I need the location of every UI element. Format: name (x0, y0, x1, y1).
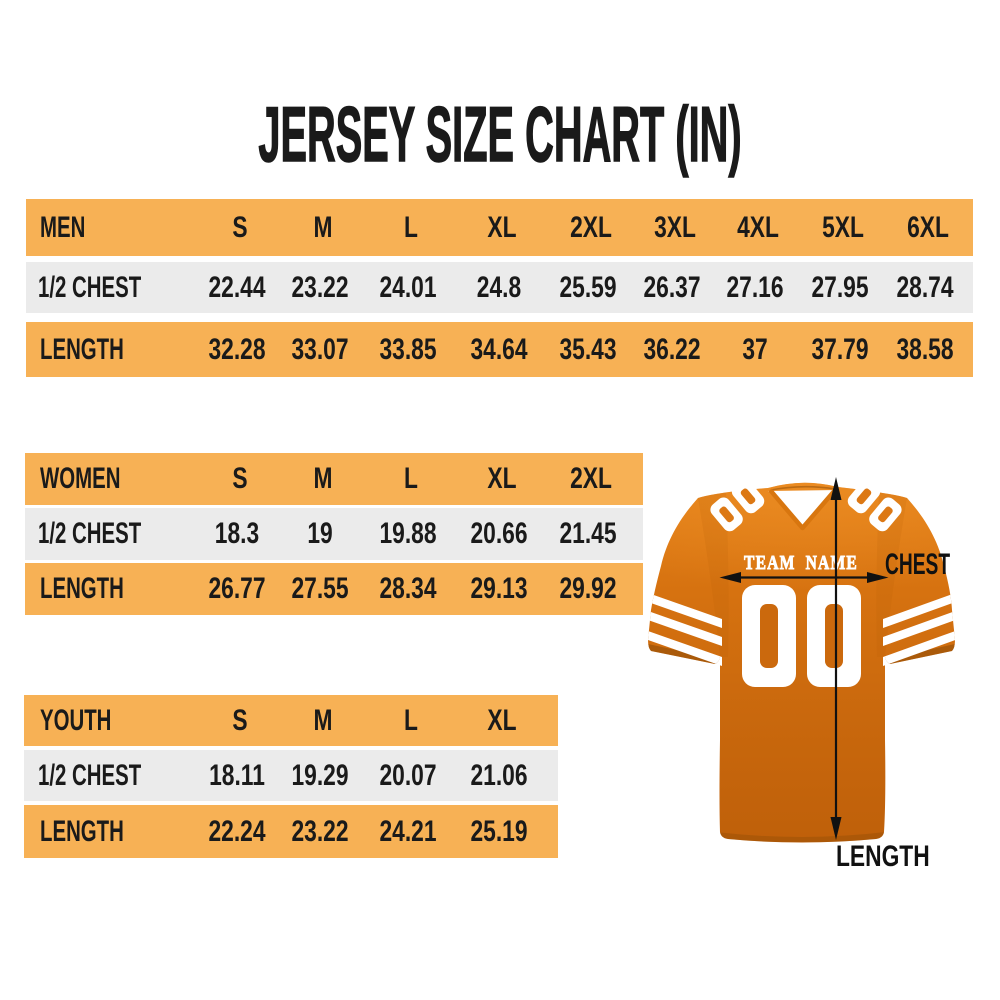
svg-text:LENGTH: LENGTH (836, 839, 930, 873)
svg-text:TEAM NAME: TEAM NAME (744, 551, 858, 573)
svg-text:CHEST: CHEST (885, 548, 951, 581)
